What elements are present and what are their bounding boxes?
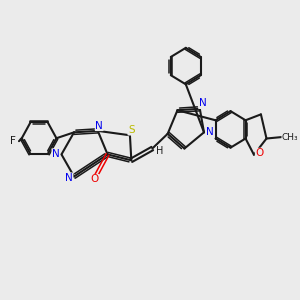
Text: N: N: [65, 173, 73, 183]
Text: CH₃: CH₃: [282, 133, 298, 142]
Text: O: O: [91, 174, 99, 184]
Text: N: N: [206, 127, 214, 137]
Text: N: N: [95, 121, 103, 130]
Text: O: O: [255, 148, 264, 158]
Text: N: N: [199, 98, 206, 109]
Text: N: N: [52, 149, 60, 159]
Text: H: H: [156, 146, 164, 157]
Text: F: F: [10, 136, 16, 146]
Text: S: S: [128, 125, 135, 135]
